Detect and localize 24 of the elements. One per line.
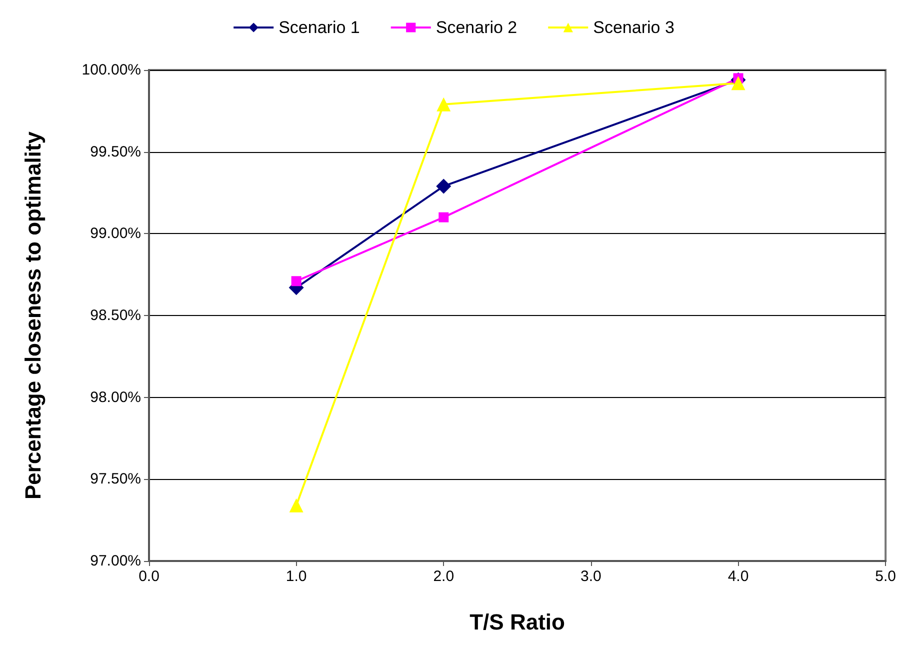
x-tick-label: 1.0 <box>286 568 307 585</box>
y-tick-label: 98.50% <box>90 307 141 324</box>
point <box>438 212 449 222</box>
y-tick-label: 97.00% <box>90 552 141 570</box>
x-tick-label: 5.0 <box>875 568 896 585</box>
x-axis-title: T/S Ratio <box>470 610 565 634</box>
y-tick-label: 99.50% <box>90 143 141 160</box>
y-tick-label: 97.50% <box>90 470 141 488</box>
x-tick-label: 3.0 <box>580 568 602 585</box>
point <box>436 178 452 194</box>
legend-label: Scenario 3 <box>593 18 674 37</box>
x-tick-label: 0.0 <box>138 568 160 585</box>
x-tick-label: 2.0 <box>433 568 454 585</box>
legend-label: Scenario 2 <box>436 18 518 37</box>
legend-label: Scenario 1 <box>278 18 360 37</box>
y-tick-label: 100.00% <box>82 62 141 78</box>
point <box>289 498 304 512</box>
y-axis-title: Percentage closeness to optimality <box>20 130 46 500</box>
y-tick-label: 98.00% <box>90 388 141 406</box>
point <box>436 97 451 112</box>
x-tick-label: 4.0 <box>728 568 749 585</box>
point <box>731 76 746 90</box>
point <box>291 276 302 286</box>
y-tick-label: 99.00% <box>90 225 141 242</box>
